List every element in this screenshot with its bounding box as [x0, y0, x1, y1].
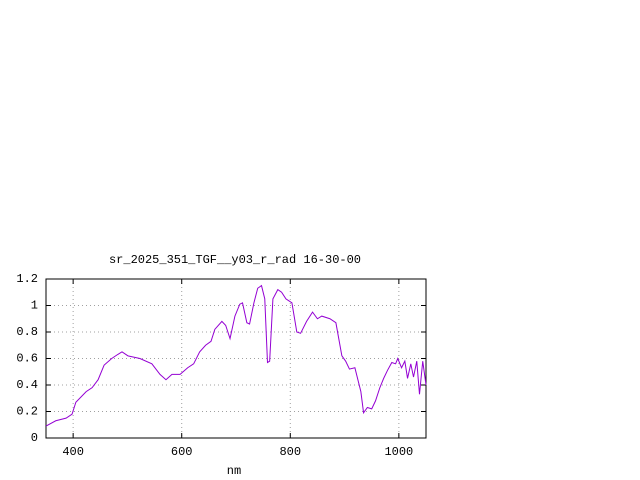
y-tick-label: 0.6 — [16, 352, 38, 366]
y-tick-label: 1 — [31, 299, 38, 313]
x-tick-label: 400 — [62, 445, 84, 459]
y-tick-label: 0.4 — [16, 378, 38, 392]
x-axis-label: nm — [227, 464, 241, 478]
y-tick-label: 0.2 — [16, 405, 38, 419]
x-tick-label: 600 — [171, 445, 193, 459]
x-tick-label: 1000 — [384, 445, 413, 459]
y-tick-label: 0 — [31, 431, 38, 445]
y-tick-label: 1.2 — [16, 272, 38, 286]
chart-title: sr_2025_351_TGF__y03_r_rad 16-30-00 — [109, 253, 361, 267]
y-tick-label: 0.8 — [16, 325, 38, 339]
data-line — [45, 284, 427, 427]
x-tick-label: 800 — [279, 445, 301, 459]
